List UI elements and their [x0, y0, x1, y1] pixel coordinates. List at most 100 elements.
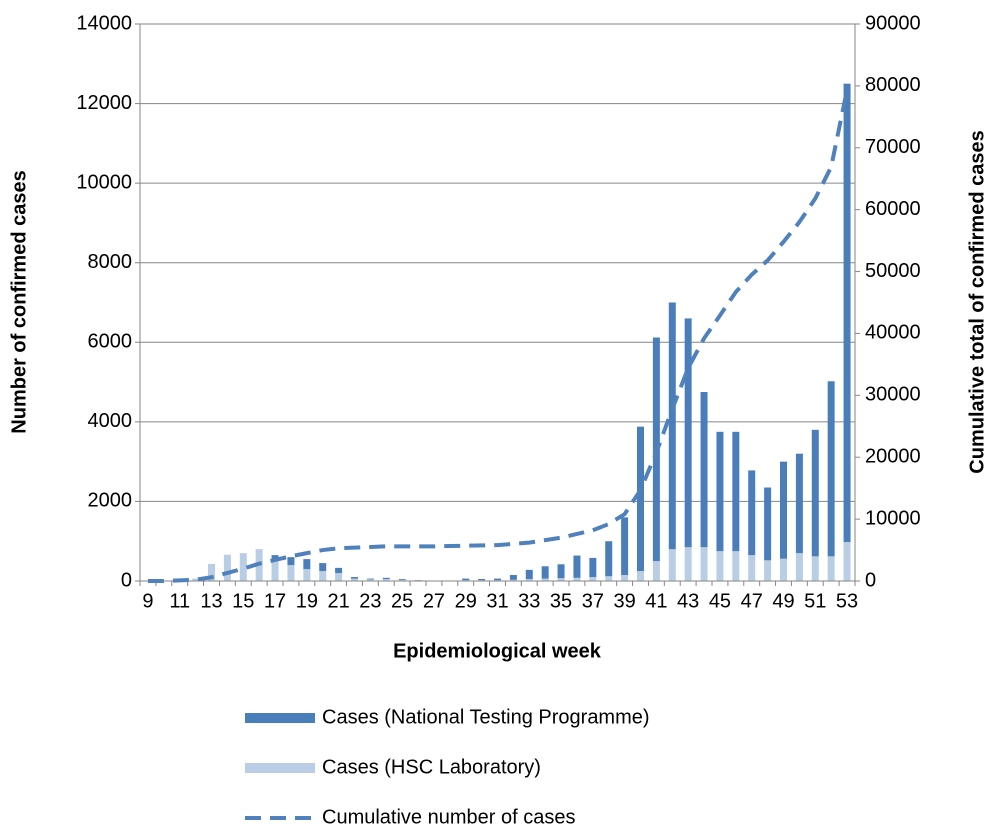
x-tick-label: 37	[582, 590, 604, 612]
bar	[382, 579, 390, 581]
bar	[637, 426, 644, 572]
y2-tick-label: 0	[865, 569, 876, 591]
bar	[223, 554, 231, 581]
bar	[271, 561, 279, 581]
x-tick-label: 19	[296, 590, 318, 612]
y-tick-label: 14000	[76, 12, 132, 34]
bar	[764, 487, 772, 561]
y-tick-label: 0	[121, 569, 132, 591]
bar	[827, 381, 835, 557]
y-tick-label: 6000	[88, 331, 133, 353]
bar	[192, 578, 200, 581]
bar	[811, 429, 819, 557]
x-tick-label: 41	[645, 590, 667, 612]
y-tick-label: 4000	[88, 410, 133, 432]
x-tick-label: 47	[741, 590, 763, 612]
bar	[557, 578, 565, 581]
bar	[732, 431, 740, 552]
y-tick-label: 2000	[88, 490, 133, 512]
bar	[811, 556, 819, 581]
bar	[748, 555, 756, 581]
x-tick-label: 51	[804, 590, 826, 612]
bar	[462, 578, 470, 581]
bar	[335, 573, 343, 581]
bar	[764, 560, 772, 581]
bar	[366, 578, 374, 580]
bar	[589, 557, 597, 578]
bar	[319, 571, 327, 581]
bar	[780, 558, 787, 581]
cumulative-line	[147, 89, 850, 583]
x-tick-label: 9	[142, 590, 153, 612]
y2-tick-label: 30000	[865, 384, 921, 406]
bar	[287, 557, 295, 566]
y-axis-title: Number of confirmed cases	[8, 170, 30, 433]
bar	[319, 563, 327, 572]
legend-label: Cases (HSC Laboratory)	[322, 756, 541, 778]
x-tick-label: 33	[518, 590, 540, 612]
bar	[366, 579, 374, 581]
bar	[287, 565, 295, 581]
bar	[795, 453, 803, 554]
bar	[700, 547, 708, 581]
bar	[208, 563, 215, 581]
bar	[351, 578, 358, 581]
x-axis-title: Epidemiological week	[393, 640, 602, 662]
legend-label: Cumulative number of cases	[322, 806, 575, 826]
bar	[637, 571, 644, 581]
x-tick-label: 25	[391, 590, 413, 612]
bar	[573, 555, 581, 578]
bar	[541, 566, 549, 579]
x-tick-label: 13	[200, 590, 222, 612]
bar	[398, 579, 406, 581]
legend-swatch	[245, 763, 315, 773]
x-tick-label: 35	[550, 590, 572, 612]
bar	[303, 559, 311, 570]
bar	[494, 578, 501, 581]
bar	[795, 553, 803, 581]
bar	[509, 575, 517, 580]
bar	[621, 575, 629, 581]
y2-tick-label: 60000	[865, 198, 921, 220]
bar	[716, 551, 724, 581]
bar	[382, 577, 390, 580]
y2-axis-title: Cumulative total of confirmed cases	[966, 130, 988, 473]
y2-tick-label: 20000	[865, 446, 921, 468]
y2-tick-label: 40000	[865, 322, 921, 344]
x-tick-label: 53	[836, 590, 858, 612]
bar	[732, 551, 740, 581]
y-tick-label: 10000	[76, 171, 132, 193]
y2-tick-label: 80000	[865, 74, 921, 96]
x-tick-label: 15	[232, 590, 254, 612]
bar	[684, 318, 692, 548]
bar	[573, 577, 581, 581]
bar	[303, 569, 311, 581]
bar	[748, 470, 756, 556]
bar	[351, 577, 358, 579]
y-tick-label: 8000	[88, 251, 133, 273]
bar	[525, 569, 533, 580]
bar	[605, 576, 613, 581]
bar	[239, 553, 247, 581]
x-tick-label: 45	[709, 590, 731, 612]
bar	[780, 461, 787, 559]
x-tick-label: 27	[423, 590, 445, 612]
x-tick-label: 11	[169, 590, 190, 612]
y2-tick-label: 50000	[865, 260, 921, 282]
x-tick-label: 23	[359, 590, 381, 612]
y2-tick-label: 90000	[865, 12, 921, 34]
bar	[335, 567, 343, 574]
bar	[605, 541, 613, 577]
x-tick-label: 31	[486, 590, 508, 612]
y2-tick-label: 70000	[865, 136, 921, 158]
bar	[668, 549, 676, 581]
bar	[589, 577, 597, 581]
bar	[827, 556, 835, 581]
bar	[700, 392, 708, 548]
legend-swatch	[245, 713, 315, 723]
bar	[621, 517, 629, 576]
bar	[525, 579, 533, 581]
x-tick-label: 39	[613, 590, 635, 612]
